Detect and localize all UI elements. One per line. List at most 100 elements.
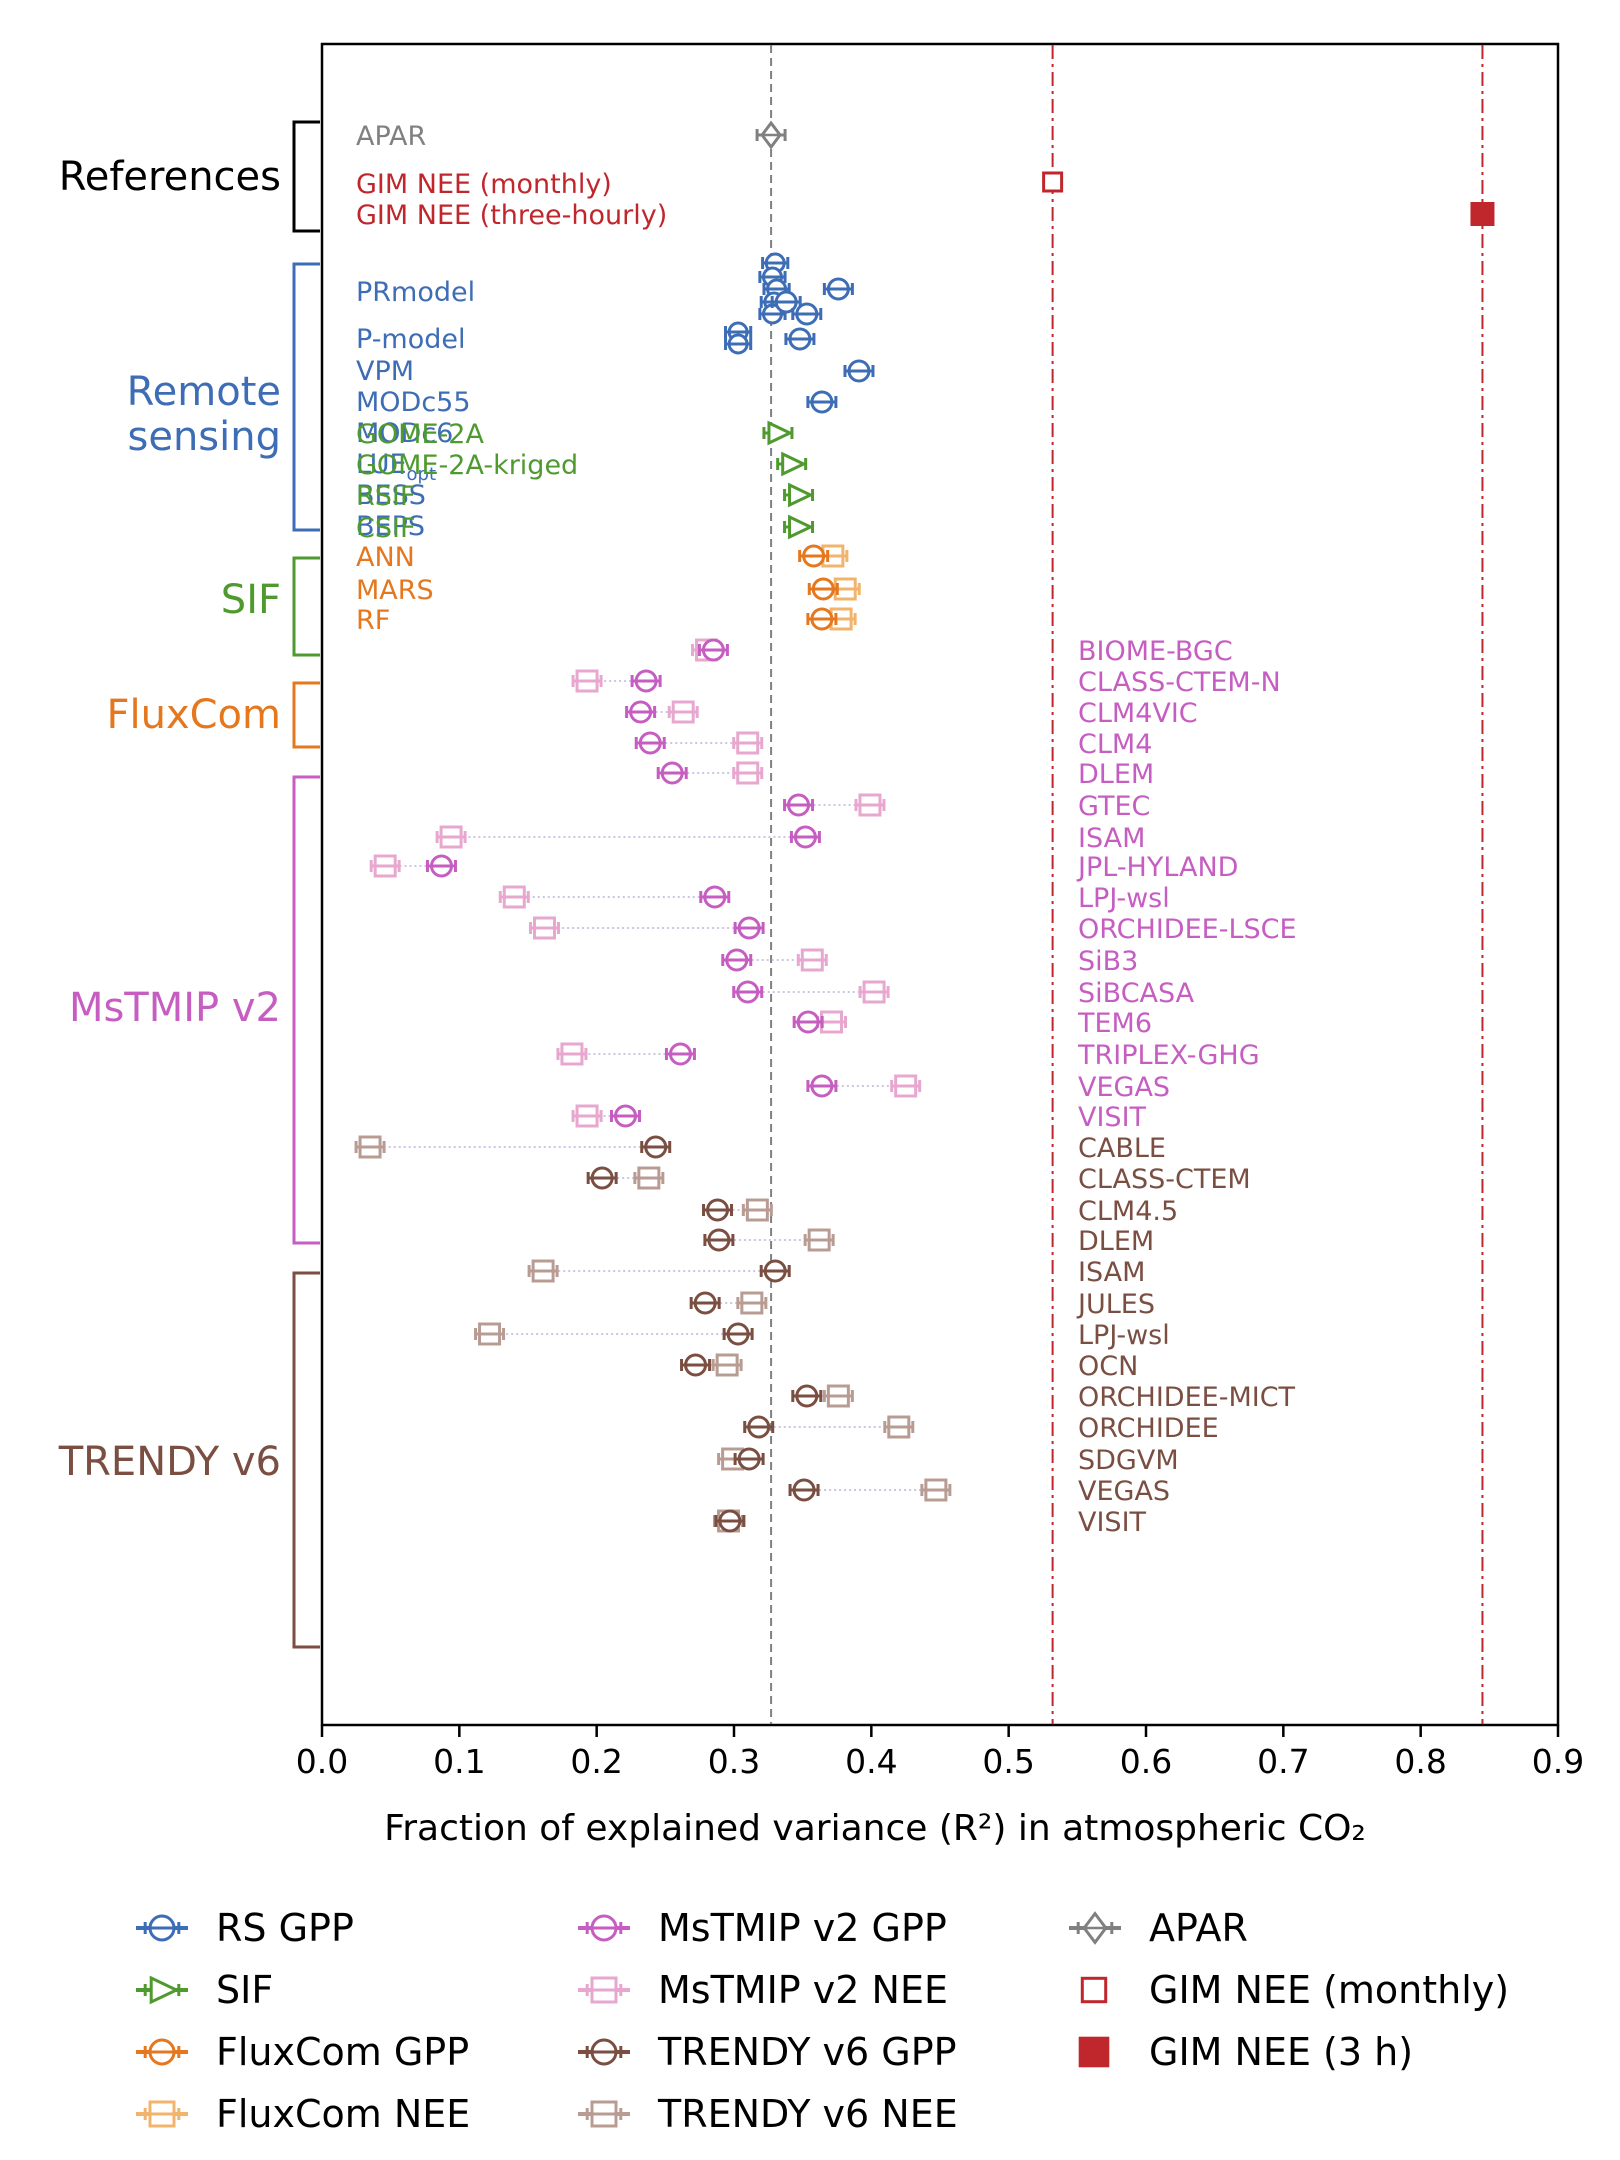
nee-marker-33 [571, 1104, 603, 1128]
row-label-34: CABLE [1078, 1133, 1166, 1164]
x-tick-label-8: 0.8 [1394, 1742, 1446, 1781]
marker-23 [783, 793, 815, 817]
legend-swatch-10-filled-square [1078, 2036, 1110, 2068]
data-markers [354, 120, 1495, 1533]
marker-31 [664, 1042, 696, 1066]
legend-swatch-9-open-square [1080, 1976, 1108, 2004]
legend-item-8: APAR [1069, 1906, 1248, 1950]
row-label-10: BEPS [356, 511, 425, 542]
row-label-9: BESS [356, 480, 426, 511]
x-tick-label-3: 0.3 [708, 1742, 760, 1781]
legend-label-2: FluxCom GPP [216, 2030, 469, 2074]
row-label-4: P-model [356, 324, 466, 355]
nee-marker-25 [369, 854, 401, 878]
legend-swatch-0 [143, 1914, 181, 1942]
marker-36 [702, 1198, 734, 1222]
legend-swatch-1 [143, 1975, 181, 2005]
legend-swatch-2 [143, 2038, 181, 2066]
marker-8 [784, 327, 816, 351]
marker-10 [806, 390, 838, 414]
marker-11-triangle [767, 420, 794, 446]
x-axis: 0.0 0.1 0.2 0.3 0.4 0.5 0.6 0.7 0.8 0.9 [296, 1725, 1584, 1781]
row-label-26: LPJ-wsl [1078, 883, 1170, 914]
legend-swatch-8 [1076, 1911, 1114, 1945]
legend-item-3: FluxCom NEE [136, 2092, 470, 2136]
row-label-22: DLEM [1078, 759, 1154, 790]
marker-41 [680, 1353, 712, 1377]
marker-32 [806, 1074, 838, 1098]
marker-26 [699, 885, 731, 909]
row-label-13: RSIF [356, 481, 415, 512]
nee-marker-21 [732, 731, 764, 755]
nee-marker-40 [474, 1322, 506, 1346]
row-label-19: CLASS-CTEM-N [1078, 667, 1281, 698]
legend-swatch-4 [585, 1914, 623, 1942]
x-tick-label-6: 0.6 [1120, 1742, 1172, 1781]
marker-17 [806, 607, 838, 631]
row-label-39: JULES [1076, 1289, 1155, 1320]
row-label-32: VEGAS [1078, 1072, 1170, 1103]
row-label-30: TEM6 [1077, 1008, 1152, 1039]
legend-swatch-9 [1080, 1976, 1108, 2004]
nee-marker-19 [571, 669, 603, 693]
x-tick-label-2: 0.2 [570, 1742, 622, 1781]
legend-swatch-5 [585, 1976, 623, 2004]
nee-marker-22 [732, 761, 764, 785]
group-bracket-1 [292, 262, 320, 532]
marker-34 [640, 1135, 672, 1159]
x-tick-label-9: 0.9 [1532, 1742, 1584, 1781]
group-label-3-0: FluxCom [106, 692, 281, 738]
legend-label-1: SIF [216, 1968, 273, 2012]
group-bracket-3 [292, 681, 320, 749]
legend-swatch-6 [585, 2038, 623, 2066]
legend-item-10: GIM NEE (3 h) [1078, 2030, 1413, 2074]
legend-item-0: RS GPP [136, 1906, 354, 1950]
marker-38 [759, 1259, 791, 1283]
marker-16 [807, 577, 839, 601]
nee-marker-42 [822, 1384, 854, 1408]
row-label-27: ORCHIDEE-LSCE [1078, 914, 1297, 945]
group-label-2-0: SIF [221, 577, 281, 623]
prmodel-marker-0 [761, 252, 790, 274]
row-label-18: BIOME-BGC [1078, 636, 1233, 667]
nee-marker-38 [527, 1259, 559, 1283]
marker-13 [783, 482, 815, 508]
row-label-33: VISIT [1078, 1102, 1147, 1133]
row-label-2: GIM NEE (three-hourly) [356, 200, 667, 231]
marker-28 [721, 948, 753, 972]
row-label-31: TRIPLEX-GHG [1077, 1040, 1260, 1071]
marker-33 [610, 1104, 642, 1128]
row-label-5: VPM [356, 356, 414, 387]
row-label-41: OCN [1078, 1351, 1138, 1382]
legend-item-9: GIM NEE (monthly) [1080, 1968, 1509, 2012]
marker-46 [714, 1509, 746, 1533]
nee-marker-45 [920, 1478, 952, 1502]
row-label-36: CLM4.5 [1078, 1196, 1178, 1227]
row-label-46: VISIT [1078, 1507, 1147, 1538]
reference-lines [770, 45, 1484, 1724]
legend-label-6: TRENDY v6 GPP [657, 2030, 957, 2074]
legend-swatch-3 [143, 2100, 181, 2128]
marker-35 [586, 1166, 618, 1190]
legend-label-0: RS GPP [216, 1906, 354, 1950]
row-label-24: ISAM [1078, 823, 1145, 854]
nee-marker-43 [883, 1415, 915, 1439]
nee-marker-32 [890, 1074, 922, 1098]
row-label-21: CLM4 [1078, 729, 1152, 760]
legend-swatch-7 [585, 2100, 623, 2128]
prmodel-marker-4 [758, 303, 787, 325]
row-label-40: LPJ-wsl [1078, 1320, 1170, 1351]
group-label-5-0: TRENDY v6 [58, 1439, 281, 1485]
nee-marker-28 [796, 948, 828, 972]
marker-39 [689, 1291, 721, 1315]
row-label-17: RF [356, 605, 390, 636]
nee-marker-35 [633, 1166, 665, 1190]
pmodel-marker-1 [724, 333, 753, 355]
nee-marker-24 [435, 825, 467, 849]
row-label-43: ORCHIDEE [1078, 1413, 1219, 1444]
marker-12-triangle [781, 451, 808, 477]
row-label-20: CLM4VIC [1078, 698, 1198, 729]
marker-14-triangle [788, 514, 815, 540]
legend-label-7: TRENDY v6 NEE [657, 2092, 958, 2136]
